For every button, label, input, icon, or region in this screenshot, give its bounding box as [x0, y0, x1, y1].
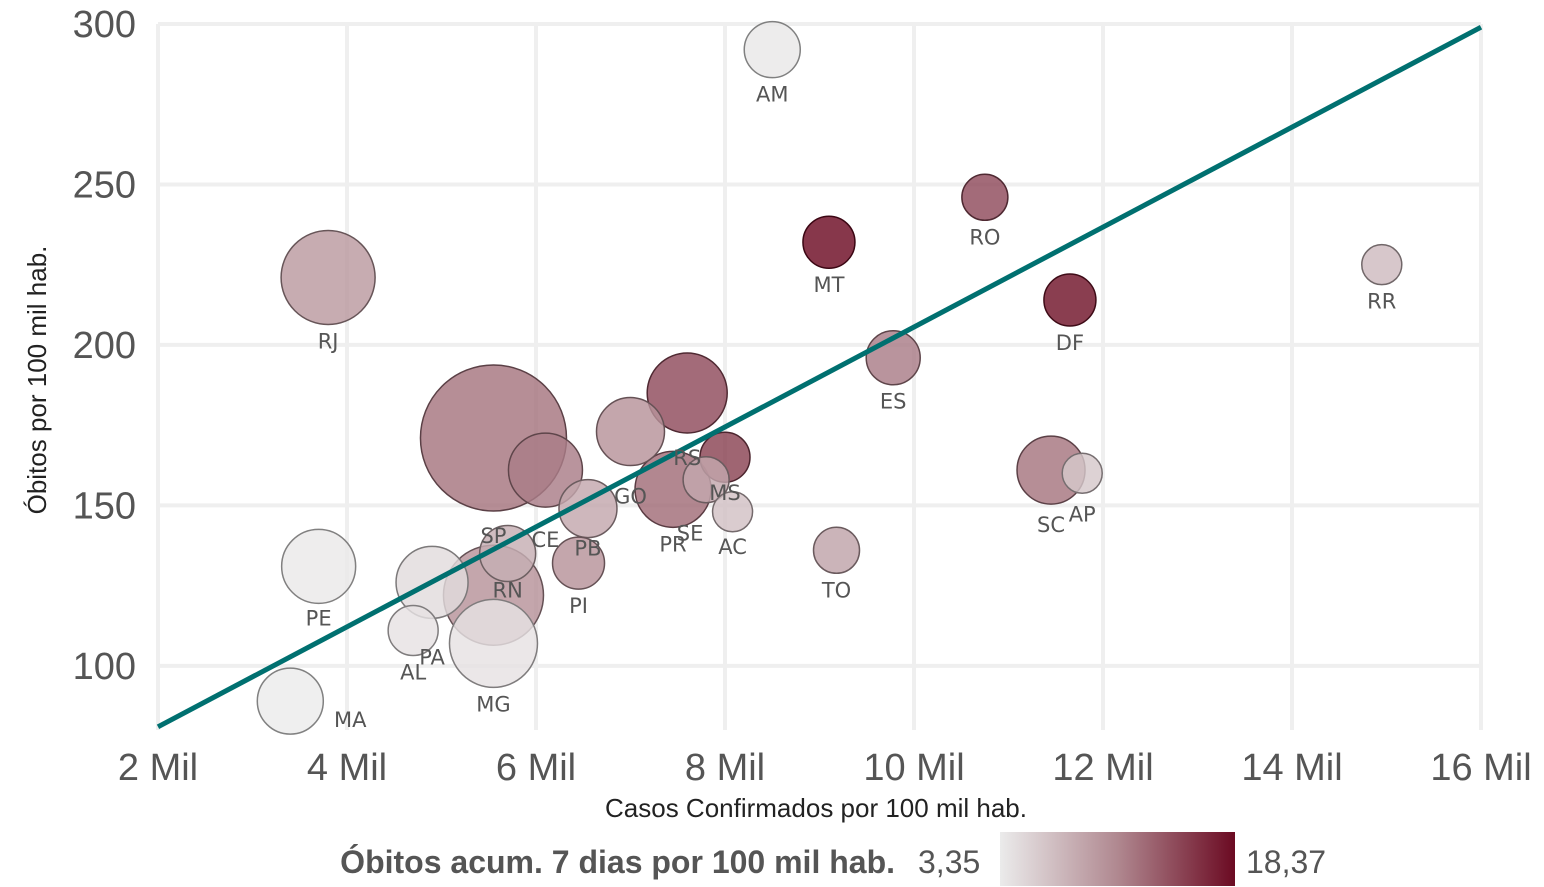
- y-axis-title: Óbitos por 100 mil hab.: [22, 246, 52, 515]
- point-label-ap: AP: [1069, 502, 1096, 526]
- point-label-sc: SC: [1037, 513, 1065, 537]
- x-tick-label: 2 Mil: [118, 747, 198, 789]
- point-label-rn: RN: [492, 579, 522, 603]
- point-label-pa: PA: [419, 645, 445, 669]
- bubble-ma: [256, 667, 325, 735]
- bubble-rr: [1361, 243, 1403, 286]
- point-label-pb: PB: [574, 537, 601, 561]
- color-legend: Óbitos acum. 7 dias por 100 mil hab. 3,3…: [340, 832, 1326, 886]
- bubble-mg: [448, 598, 539, 689]
- bubble-go: [595, 396, 666, 467]
- point-label-se: SE: [677, 522, 704, 546]
- point-label-ma: MA: [334, 708, 367, 732]
- point-label-am: AM: [756, 83, 788, 107]
- bubble-rs: [646, 352, 728, 434]
- point-label-df: DF: [1056, 331, 1084, 355]
- point-label-al: AL: [400, 661, 426, 685]
- bubble-rj: [280, 229, 376, 326]
- y-tick-label: 150: [73, 485, 136, 527]
- point-label-rs: RS: [673, 446, 701, 470]
- trend-line: [156, 24, 1483, 730]
- bubble-pi: [551, 536, 606, 590]
- point-label-mg: MG: [476, 692, 510, 716]
- legend-max-label: 18,37: [1246, 844, 1326, 880]
- point-label-sp: SP: [480, 524, 506, 548]
- x-axis-title: Casos Confirmados por 100 mil hab.: [605, 793, 1027, 823]
- bubbles: [256, 20, 1403, 735]
- point-label-ce: CE: [531, 528, 559, 552]
- point-label-go: GO: [614, 485, 647, 509]
- bubble-to: [812, 526, 861, 575]
- x-tick-label: 6 Mil: [496, 747, 576, 789]
- point-label-pi: PI: [569, 594, 588, 618]
- point-label-rr: RR: [1367, 290, 1396, 314]
- y-tick-label: 250: [73, 164, 136, 206]
- point-label-ac: AC: [718, 535, 747, 559]
- bubble-rn: [478, 524, 537, 583]
- x-tick-label: 12 Mil: [1052, 747, 1153, 789]
- bubble-df: [1043, 273, 1097, 327]
- bubble-al: [387, 604, 439, 657]
- y-tick-labels: 100 150 200 250 300: [73, 4, 136, 688]
- point-label-to: TO: [821, 578, 851, 602]
- bubble-ac: [711, 491, 754, 533]
- point-label-ro: RO: [969, 225, 1000, 249]
- y-tick-label: 100: [73, 646, 136, 688]
- point-label-mt: MT: [813, 273, 844, 297]
- bubble-ap: [1061, 452, 1103, 495]
- bubble-am: [743, 20, 801, 79]
- bubble-se: [682, 455, 730, 504]
- x-tick-labels: 2 Mil 4 Mil 6 Mil 8 Mil 10 Mil 12 Mil 14 Mil 16…: [118, 747, 1532, 789]
- legend-min-label: 3,35: [918, 844, 980, 880]
- x-tick-label: 4 Mil: [307, 747, 387, 789]
- y-tick-label: 200: [73, 325, 136, 367]
- x-tick-label: 16 Mil: [1430, 747, 1531, 789]
- point-label-rj: RJ: [318, 330, 339, 354]
- bubble-mt: [802, 215, 856, 269]
- bubble-ro: [961, 173, 1009, 222]
- y-tick-label: 300: [73, 4, 136, 46]
- x-tick-label: 8 Mil: [685, 747, 765, 789]
- grid: [156, 22, 1483, 730]
- x-tick-label: 14 Mil: [1241, 747, 1342, 789]
- point-label-pr: PR: [659, 532, 686, 556]
- point-label-pe: PE: [306, 606, 332, 630]
- x-tick-label: 10 Mil: [863, 747, 964, 789]
- bubble-pe: [280, 528, 357, 605]
- legend-title: Óbitos acum. 7 dias por 100 mil hab.: [340, 844, 895, 880]
- legend-gradient-bar: [1000, 832, 1235, 886]
- point-label-ms: MS: [709, 481, 740, 505]
- bubble-ce: [507, 432, 584, 508]
- trend-line-group: [156, 24, 1483, 730]
- point-label-es: ES: [880, 390, 907, 414]
